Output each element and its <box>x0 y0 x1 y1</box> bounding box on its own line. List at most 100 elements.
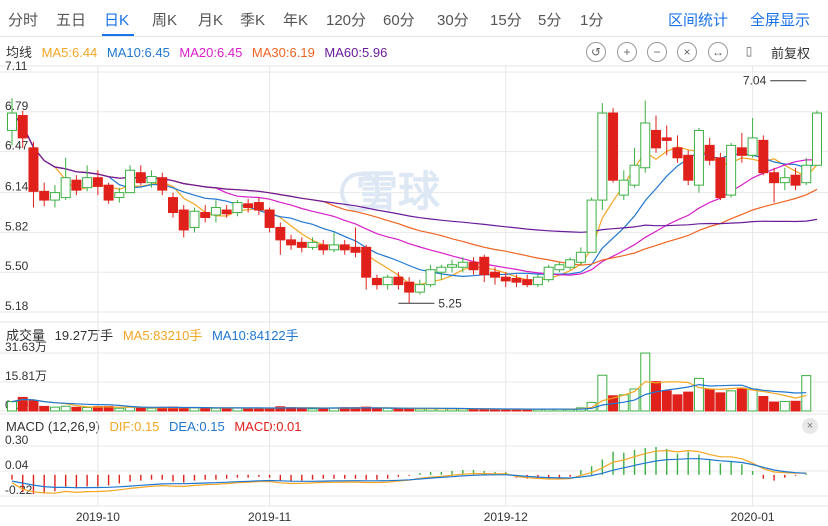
candle-body-74 <box>801 164 812 184</box>
candle-body-2 <box>28 147 39 192</box>
candle-body-45 <box>490 271 500 278</box>
x-tick-label-2: 2019-12 <box>484 510 528 524</box>
candle-body-19 <box>210 207 221 216</box>
candle-body-62 <box>672 147 683 159</box>
close-macd-icon[interactable]: × <box>802 418 818 434</box>
candle-body-27 <box>296 241 307 248</box>
candle-body-58 <box>629 164 640 186</box>
vol-ma10-label: MA10:84122手 <box>211 328 299 343</box>
candle-body-23 <box>253 202 264 211</box>
tab-5[interactable]: 季K <box>240 12 266 29</box>
active-tab-underline <box>102 34 134 36</box>
dif-line <box>11 449 807 494</box>
volume-tick-label-1: 15.81万 <box>5 369 47 383</box>
ma10-label: MA10:6.45 <box>106 45 170 60</box>
adjust-mode-toggle[interactable]: 前复权 <box>771 46 811 61</box>
candle-icon[interactable]: ▯ <box>745 44 753 58</box>
close-icon[interactable]: × <box>677 42 697 62</box>
volume-bar-62 <box>672 394 683 412</box>
price-tick-label-1: 6.79 <box>5 99 29 113</box>
price-legend-title: 均线 <box>6 45 33 60</box>
interval-stats-button[interactable]: 区间统计 <box>668 12 729 29</box>
undo-icon[interactable]: ↺ <box>586 42 606 62</box>
candle-body-51 <box>554 264 565 271</box>
candle-body-5 <box>60 177 71 199</box>
candle-body-69 <box>747 137 758 156</box>
volume-bar-68 <box>736 387 747 412</box>
ma60-label: MA60:5.96 <box>324 45 388 60</box>
candle-body-6 <box>71 179 82 191</box>
candle-body-12 <box>135 172 146 184</box>
candle-body-75 <box>812 112 822 166</box>
candle-body-49 <box>532 276 543 286</box>
candle-body-63 <box>683 154 694 181</box>
candle-body-73 <box>790 174 801 186</box>
price-legend: 均线 MA5:6.44 MA10:6.45 MA20:6.45 MA30:6.1… <box>6 42 393 61</box>
tab-1[interactable]: 五日 <box>56 12 87 29</box>
volume-bar-70 <box>758 396 769 412</box>
volume-bar-45 <box>490 409 500 412</box>
candle-body-11 <box>125 169 136 194</box>
price-tick-label-6: 5.18 <box>5 299 29 313</box>
macd-tick-label-2: -0.22 <box>5 483 33 497</box>
volume-legend: 成交量 19.27万手 MA5:83210手 MA10:84122手 <box>6 325 305 344</box>
macd-legend-title: MACD (12,26,9) <box>6 419 100 434</box>
candle-body-46 <box>500 276 511 282</box>
candle-body-55 <box>597 112 608 201</box>
tab-10[interactable]: 15分 <box>490 12 522 29</box>
zoom-in-icon[interactable]: + <box>617 42 637 62</box>
price-tick-label-5: 5.50 <box>5 259 29 273</box>
tab-7[interactable]: 120分 <box>326 12 367 29</box>
price-tick-label-3: 6.14 <box>5 180 29 194</box>
volume-bar-29 <box>318 407 329 412</box>
candle-body-47 <box>511 277 522 283</box>
tab-12[interactable]: 1分 <box>580 12 604 29</box>
candle-body-54 <box>586 199 597 253</box>
tab-6[interactable]: 年K <box>283 12 309 29</box>
fullscreen-button[interactable]: 全屏显示 <box>750 12 811 29</box>
candle-body-7 <box>82 177 93 189</box>
volume-bar-3 <box>39 405 50 412</box>
candle-body-41 <box>447 264 458 268</box>
tab-4[interactable]: 月K <box>198 12 224 29</box>
candle-body-18 <box>200 212 211 218</box>
candle-body-22 <box>243 203 254 209</box>
price-tick-label-4: 5.82 <box>5 219 29 233</box>
candle-body-61 <box>661 137 672 141</box>
volume-bar-0 <box>7 401 17 412</box>
candle-body-3 <box>39 190 50 201</box>
dif-label: DIF:0.15 <box>109 419 160 434</box>
candle-body-66 <box>715 157 726 199</box>
zoom-out-icon[interactable]: − <box>647 42 667 62</box>
candle-body-71 <box>769 172 780 184</box>
tab-2[interactable]: 日K <box>104 12 130 29</box>
arrows-icon[interactable]: ↔ <box>708 42 728 62</box>
candle-body-67 <box>726 144 737 196</box>
volume-bar-22 <box>243 407 254 412</box>
tab-0[interactable]: 分时 <box>8 12 39 29</box>
volume-bar-1 <box>17 396 28 412</box>
candle-body-34 <box>371 277 382 286</box>
candle-body-38 <box>414 284 425 293</box>
tab-8[interactable]: 60分 <box>383 12 415 29</box>
dea-label: DEA:0.15 <box>169 419 225 434</box>
volume-bar-64 <box>693 377 704 412</box>
candle-body-72 <box>779 177 790 184</box>
watermark-logo <box>340 172 380 212</box>
ma30-label: MA30:6.19 <box>251 45 315 60</box>
candle-body-68 <box>736 147 747 156</box>
volume-bar-60 <box>651 381 661 412</box>
candle-body-4 <box>49 192 60 201</box>
candle-body-33 <box>361 246 372 278</box>
volume-bar-37 <box>404 408 415 412</box>
volume-bar-2 <box>28 400 39 412</box>
macd-value-label: MACD:0.01 <box>234 419 302 434</box>
tab-11[interactable]: 5分 <box>538 12 562 29</box>
tab-9[interactable]: 30分 <box>437 12 469 29</box>
ma5-label: MA5:6.44 <box>41 45 98 60</box>
candle-body-44 <box>479 256 490 276</box>
candle-body-39 <box>425 269 436 286</box>
tab-3[interactable]: 周K <box>152 12 178 29</box>
candle-body-8 <box>92 177 103 187</box>
